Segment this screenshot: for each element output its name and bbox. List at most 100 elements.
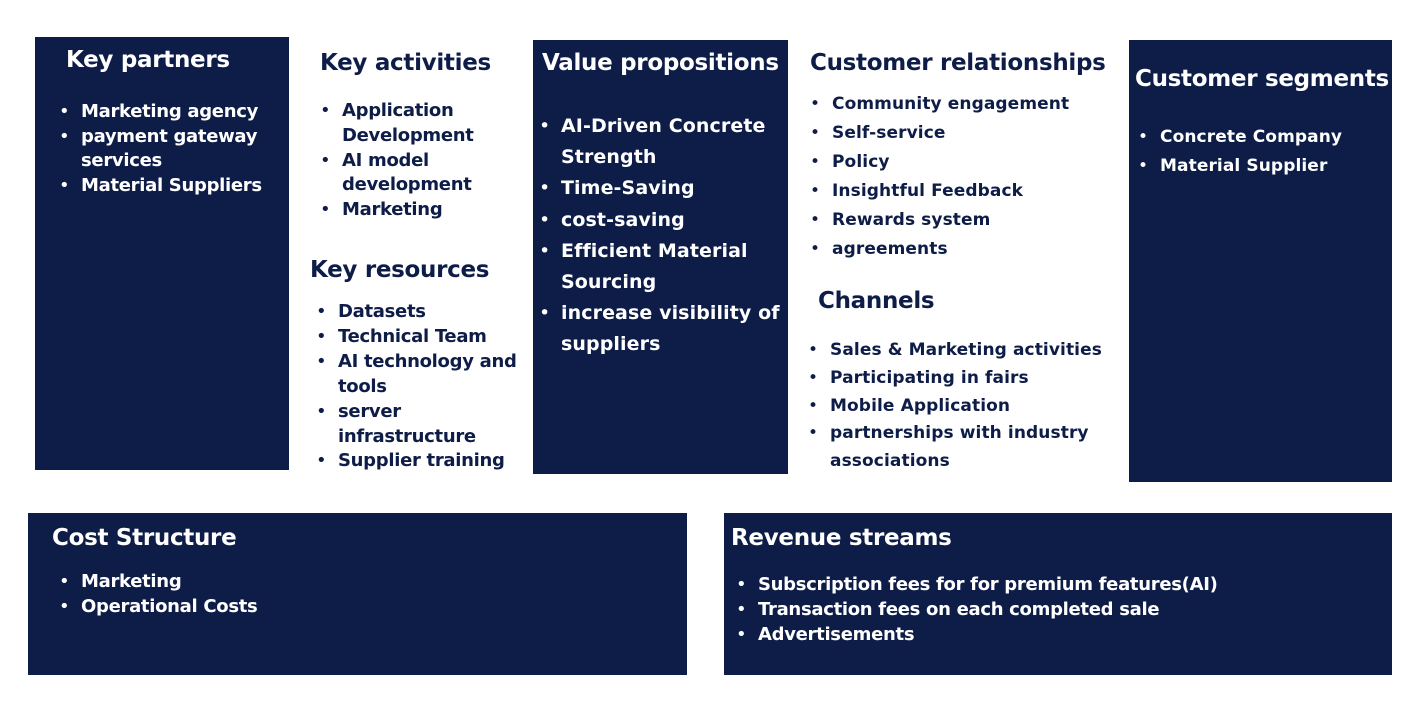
list-item: • Time-Saving (539, 173, 786, 204)
list-item: • Insightful Feedback (810, 177, 1117, 206)
key-partners-list: • Marketing agency • payment gateway servic… (59, 100, 286, 198)
list-item: • Policy (810, 148, 1117, 177)
list-item-text: increase visibility of suppliers (561, 302, 780, 356)
list-item-text: cost-saving (561, 208, 685, 231)
list-item: • partnerships with industry associations (808, 420, 1115, 476)
list-item: • server infrastructure (316, 400, 523, 450)
bullet-icon: • (59, 595, 70, 617)
bullet-icon: • (736, 623, 747, 645)
bullet-icon: • (539, 302, 551, 325)
customer-segments-list: • Concrete Company • Material Supplier (1138, 123, 1388, 181)
list-item: • Subscription fees for for premium featu… (736, 573, 1378, 598)
list-item-text: Marketing (342, 199, 443, 221)
list-item: • cost-saving (539, 205, 786, 236)
bullet-icon: • (810, 239, 821, 260)
list-item-text: AI model development (342, 149, 472, 196)
list-item-text: Time-Saving (561, 177, 695, 200)
list-item: • payment gateway services (59, 125, 286, 174)
bullet-icon: • (736, 574, 747, 595)
list-item: • Operational Costs (59, 595, 671, 620)
key-partners-title: Key partners (66, 47, 230, 73)
bullet-icon: • (810, 181, 821, 202)
key-partners-block: Key partners • Marketing agency • payment g… (35, 37, 289, 470)
list-item: • Community engagement (810, 90, 1117, 119)
bullet-icon: • (810, 94, 821, 114)
value-propositions-list: • AI-Driven Concrete Strength • Time-Saving… (539, 111, 786, 361)
customer-relationships-title: Customer relationships (810, 50, 1106, 76)
list-item-text: Operational Costs (81, 595, 258, 617)
bullet-icon: • (810, 210, 821, 231)
list-item: • Technical Team (316, 325, 523, 350)
list-item-text: AI-Driven Concrete Strength (561, 115, 766, 169)
list-item-text: Sales & Marketing activities (830, 340, 1102, 360)
list-item-text: Marketing agency (81, 101, 259, 122)
bullet-icon: • (316, 350, 327, 372)
key-activities-block: Key activities • Application Development •… (300, 37, 525, 247)
bullet-icon: • (539, 208, 551, 231)
customer-relationships-block: Customer relationships • Community engage… (800, 40, 1120, 270)
cost-structure-list: • Marketing • Operational Costs (59, 570, 671, 620)
channels-block: Channels • Sales & Marketing activities • P… (800, 280, 1120, 480)
bullet-icon: • (808, 340, 819, 360)
list-item: • agreements (810, 235, 1117, 264)
list-item-text: Material Suppliers (81, 174, 262, 196)
bullet-icon: • (539, 239, 551, 262)
cost-structure-block: Cost Structure • Marketing • Operational Co… (28, 513, 687, 675)
channels-list: • Sales & Marketing activities • Participat… (808, 337, 1115, 476)
list-item-text: Application Development (342, 100, 474, 146)
list-item-text: Transaction fees on each completed sale (758, 598, 1160, 620)
key-resources-list: • Datasets • Technical Team • AI technology a… (316, 300, 523, 474)
bullet-icon: • (316, 325, 327, 347)
list-item-text: Community engagement (832, 94, 1070, 114)
list-item: • Sales & Marketing activities (808, 337, 1115, 365)
bullet-icon: • (59, 571, 70, 592)
list-item-text: agreements (832, 239, 948, 260)
list-item-text: payment gateway services (81, 125, 258, 172)
list-item-text: Technical Team (338, 325, 487, 347)
customer-segments-title: Customer segments (1135, 66, 1389, 92)
bullet-icon: • (1138, 127, 1149, 147)
list-item: • Self-service (810, 119, 1117, 148)
revenue-streams-title: Revenue streams (731, 525, 952, 551)
list-item-text: server infrastructure (338, 400, 476, 447)
list-item: • Marketing agency (59, 100, 286, 125)
bullet-icon: • (320, 100, 331, 121)
list-item: • Transaction fees on each completed sale (736, 598, 1378, 623)
list-item: • Concrete Company (1138, 123, 1388, 152)
key-resources-title: Key resources (310, 257, 490, 283)
list-item: • Rewards system (810, 206, 1117, 235)
bullet-icon: • (808, 423, 819, 444)
list-item: • AI-Driven Concrete Strength (539, 111, 786, 173)
bullet-icon: • (320, 149, 331, 171)
list-item-text: Supplier training (338, 450, 505, 472)
cost-structure-title: Cost Structure (52, 525, 237, 551)
list-item: • Participating in fairs (808, 365, 1115, 393)
bullet-icon: • (539, 177, 551, 200)
list-item-text: Efficient Material Sourcing (561, 239, 748, 294)
bullet-icon: • (59, 101, 70, 122)
list-item: • Datasets (316, 300, 523, 325)
list-item: • AI model development (320, 149, 522, 199)
list-item-text: Subscription fees for for premium featur… (758, 574, 1218, 595)
bullet-icon: • (316, 400, 327, 422)
list-item-text: Advertisements (758, 623, 915, 645)
revenue-streams-block: Revenue streams • Subscription fees for f… (724, 513, 1392, 675)
list-item: • Marketing (320, 198, 522, 223)
value-propositions-block: Value propositions • AI-Driven Concrete S… (533, 40, 788, 474)
list-item: • Material Supplier (1138, 152, 1388, 181)
list-item-text: partnerships with industry associations (830, 423, 1089, 472)
list-item: • AI technology and tools (316, 350, 523, 400)
value-propositions-title: Value propositions (542, 50, 779, 76)
list-item-text: Rewards system (832, 210, 991, 231)
list-item-text: Self-service (832, 123, 946, 144)
key-activities-title: Key activities (320, 50, 491, 76)
list-item-text: Policy (832, 152, 890, 173)
bullet-icon: • (808, 367, 819, 388)
customer-relationships-list: • Community engagement • Self-service • Polic… (810, 90, 1117, 265)
list-item-text: Datasets (338, 301, 426, 322)
list-item: • Advertisements (736, 623, 1378, 648)
list-item: • Efficient Material Sourcing (539, 236, 786, 298)
customer-segments-block: Customer segments • Concrete Company • Mate… (1129, 40, 1392, 482)
list-item-text: Insightful Feedback (832, 181, 1024, 202)
list-item-text: Material Supplier (1160, 156, 1328, 176)
